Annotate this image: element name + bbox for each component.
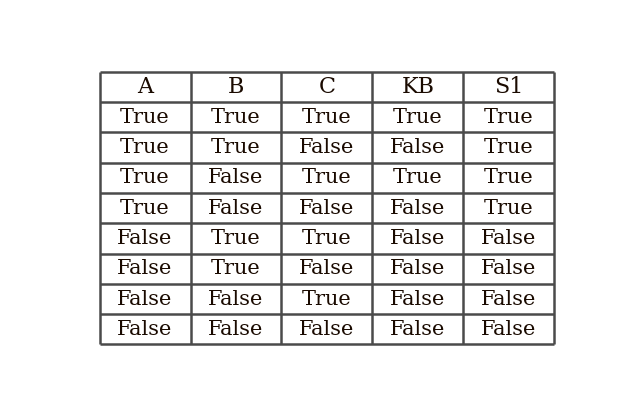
Text: False: False <box>390 259 445 278</box>
Text: True: True <box>120 168 170 187</box>
Text: False: False <box>390 320 445 339</box>
Text: True: True <box>484 138 534 157</box>
Text: True: True <box>302 290 352 309</box>
Text: True: True <box>393 168 443 187</box>
Text: True: True <box>211 108 261 126</box>
Text: KB: KB <box>401 76 434 98</box>
Text: B: B <box>228 76 244 98</box>
Text: False: False <box>299 199 355 218</box>
Text: False: False <box>481 229 537 248</box>
Text: False: False <box>299 259 355 278</box>
Text: True: True <box>211 229 261 248</box>
Text: C: C <box>318 76 336 98</box>
Text: True: True <box>302 108 352 126</box>
Text: True: True <box>120 138 170 157</box>
Text: True: True <box>120 199 170 218</box>
Text: False: False <box>209 199 263 218</box>
Text: False: False <box>117 259 173 278</box>
Text: S1: S1 <box>494 76 524 98</box>
Text: True: True <box>302 229 352 248</box>
Text: True: True <box>211 259 261 278</box>
Text: False: False <box>481 259 537 278</box>
Text: False: False <box>209 320 263 339</box>
Text: True: True <box>120 108 170 126</box>
Text: False: False <box>209 290 263 309</box>
Text: False: False <box>390 229 445 248</box>
Text: A: A <box>137 76 153 98</box>
Text: False: False <box>299 320 355 339</box>
Text: True: True <box>484 199 534 218</box>
Text: True: True <box>302 168 352 187</box>
Text: False: False <box>299 138 355 157</box>
Text: False: False <box>481 290 537 309</box>
Text: False: False <box>390 290 445 309</box>
Text: False: False <box>117 229 173 248</box>
Text: True: True <box>484 108 534 126</box>
Text: False: False <box>117 320 173 339</box>
Text: True: True <box>393 108 443 126</box>
Text: True: True <box>211 138 261 157</box>
Text: False: False <box>209 168 263 187</box>
Text: True: True <box>484 168 534 187</box>
Text: False: False <box>390 199 445 218</box>
Text: False: False <box>481 320 537 339</box>
Text: False: False <box>117 290 173 309</box>
Text: False: False <box>390 138 445 157</box>
